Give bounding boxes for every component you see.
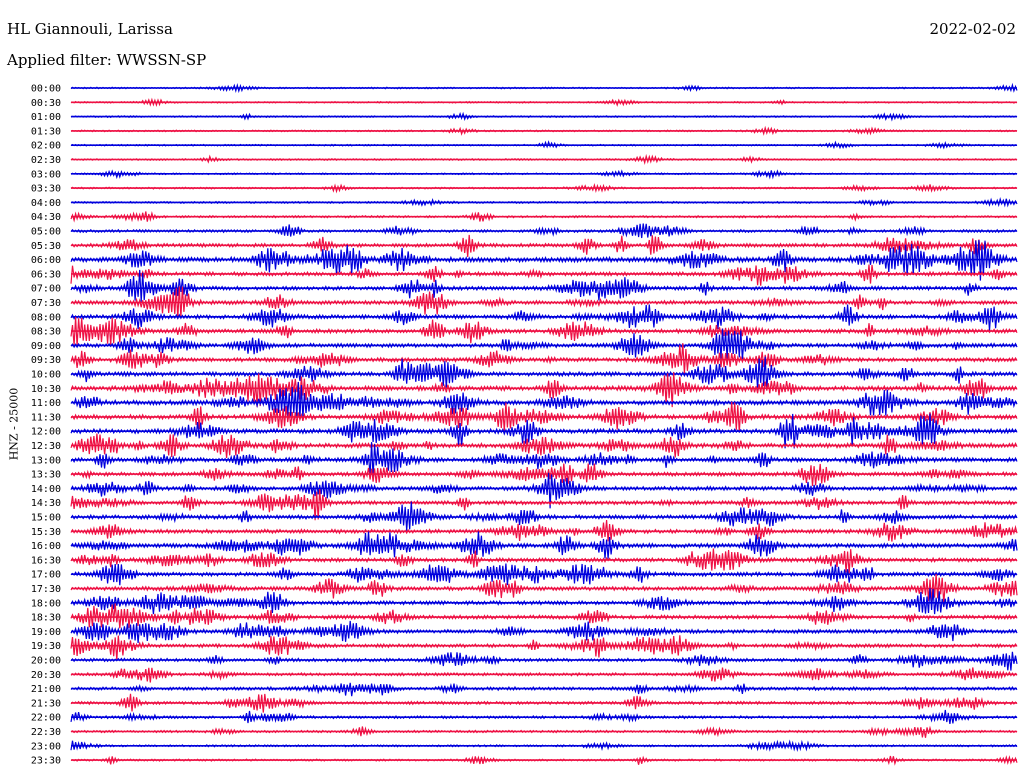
trace-row <box>70 651 1018 671</box>
trace-row <box>70 304 1018 331</box>
row-time-label: 15:00 <box>31 513 61 524</box>
trace-row <box>70 635 1018 661</box>
trace-row <box>70 603 1018 629</box>
row-time-label: 23:00 <box>31 741 61 752</box>
row-time-label: 19:00 <box>31 627 61 638</box>
row-time-label: 06:00 <box>31 255 61 266</box>
row-time-label: 06:30 <box>31 269 61 280</box>
row-time-label: 23:30 <box>31 756 61 767</box>
date-label: 2022-02-02 <box>929 20 1016 38</box>
row-time-label: 05:00 <box>31 227 61 238</box>
row-time-label: 20:30 <box>31 670 61 681</box>
row-time-label: 10:30 <box>31 384 61 395</box>
row-time-label: 05:30 <box>31 241 61 252</box>
row-time-label: 14:30 <box>31 498 61 509</box>
trace-row <box>70 264 1018 286</box>
row-time-label: 20:00 <box>31 656 61 667</box>
row-time-label: 02:00 <box>31 141 61 152</box>
row-time-label: 00:30 <box>31 98 61 109</box>
row-time-label: 13:30 <box>31 470 61 481</box>
row-time-label: 14:00 <box>31 484 61 495</box>
row-time-label: 03:30 <box>31 184 61 195</box>
row-time-label: 15:30 <box>31 527 61 538</box>
trace-row <box>70 382 1018 419</box>
row-time-label: 21:00 <box>31 684 61 695</box>
row-time-label: 18:00 <box>31 598 61 609</box>
row-time-label: 19:30 <box>31 641 61 652</box>
row-time-label: 09:30 <box>31 355 61 366</box>
row-time-label: 17:00 <box>31 570 61 581</box>
row-time-label: 04:30 <box>31 212 61 223</box>
row-time-label: 17:30 <box>31 584 61 595</box>
row-time-label: 07:30 <box>31 298 61 309</box>
row-time-label: 16:00 <box>31 541 61 552</box>
row-time-label: 10:00 <box>31 370 61 381</box>
trace-row <box>70 548 1018 574</box>
row-time-label: 09:00 <box>31 341 61 352</box>
row-time-label: 01:30 <box>31 126 61 137</box>
row-time-label: 18:30 <box>31 613 61 624</box>
row-time-label: 11:30 <box>31 412 61 423</box>
trace-row <box>70 682 1018 697</box>
row-time-label: 12:00 <box>31 427 61 438</box>
row-time-labels: 00:00 00:30 01:00 01:30 02:00 02:30 03:00 03:30… <box>31 84 61 767</box>
row-time-label: 00:00 <box>31 84 61 95</box>
row-time-label: 22:00 <box>31 713 61 724</box>
row-time-label: 07:00 <box>31 284 61 295</box>
row-time-label: 16:30 <box>31 555 61 566</box>
row-time-label: 08:30 <box>31 327 61 338</box>
row-time-label: 22:30 <box>31 727 61 738</box>
row-time-label: 04:00 <box>31 198 61 209</box>
row-time-label: 01:00 <box>31 112 61 123</box>
row-time-label: 21:30 <box>31 698 61 709</box>
station-title: HL Giannouli, Larissa <box>7 20 173 38</box>
row-time-label: 11:00 <box>31 398 61 409</box>
row-time-label: 12:30 <box>31 441 61 452</box>
seismic-traces <box>70 82 1018 766</box>
filter-label: Applied filter: WWSSN-SP <box>7 51 207 69</box>
row-time-label: 08:00 <box>31 312 61 323</box>
row-time-label: 13:00 <box>31 455 61 466</box>
row-time-label: 02:30 <box>31 155 61 166</box>
row-time-label: 03:00 <box>31 169 61 180</box>
